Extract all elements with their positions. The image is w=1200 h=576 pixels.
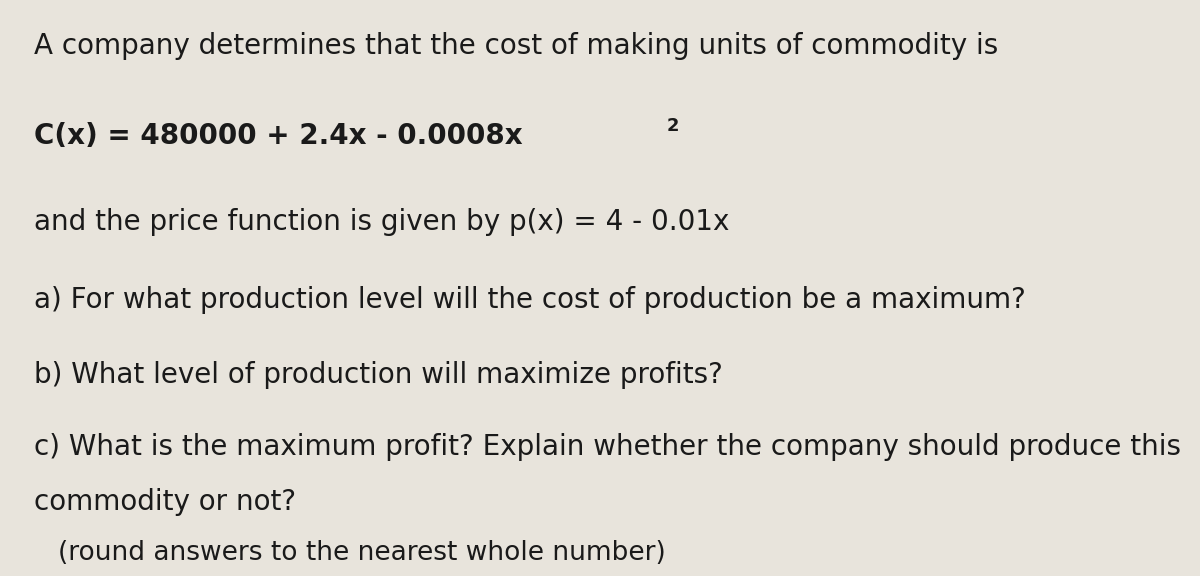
Text: (round answers to the nearest whole number): (round answers to the nearest whole numb…	[58, 540, 665, 566]
Text: c) What is the maximum profit? Explain whether the company should produce this: c) What is the maximum profit? Explain w…	[34, 433, 1181, 461]
Text: 2: 2	[666, 118, 679, 135]
Text: commodity or not?: commodity or not?	[34, 487, 295, 516]
Text: a) For what production level will the cost of production be a maximum?: a) For what production level will the co…	[34, 286, 1026, 314]
Text: C(x) = 480000 + 2.4x - 0.0008x: C(x) = 480000 + 2.4x - 0.0008x	[34, 122, 522, 150]
Text: and the price function is given by p(x) = 4 - 0.01x: and the price function is given by p(x) …	[34, 208, 728, 236]
Text: A company determines that the cost of making units of commodity is: A company determines that the cost of ma…	[34, 32, 998, 60]
Text: b) What level of production will maximize profits?: b) What level of production will maximiz…	[34, 361, 722, 389]
